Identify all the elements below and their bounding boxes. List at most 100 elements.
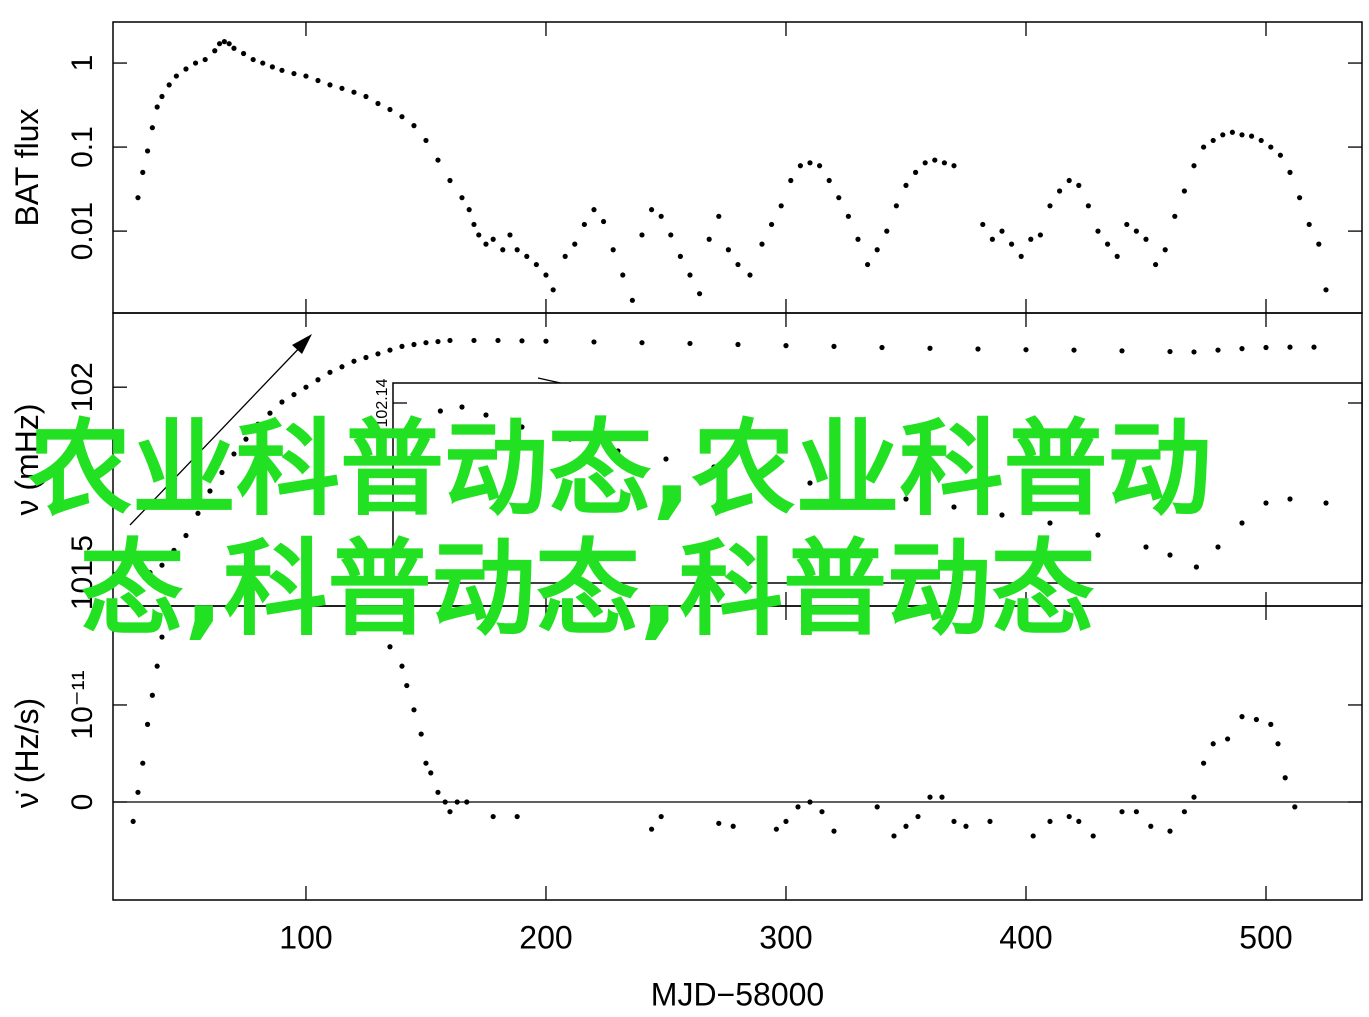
point	[620, 272, 626, 278]
overlay-text: 态,科普动态,科普动态	[80, 528, 1095, 650]
point	[375, 100, 381, 107]
point	[1133, 809, 1139, 815]
y-tick-label: 0.01	[66, 202, 99, 260]
point	[932, 157, 938, 163]
point	[1220, 132, 1226, 138]
point	[315, 377, 321, 383]
point	[459, 404, 465, 410]
point	[615, 448, 621, 454]
point	[135, 789, 141, 795]
point	[231, 45, 237, 51]
point	[524, 253, 530, 259]
y-tick-label: 101.5	[66, 535, 99, 610]
point	[1071, 347, 1077, 353]
point	[154, 663, 160, 669]
point	[1229, 129, 1235, 135]
point	[1095, 532, 1101, 538]
point	[951, 163, 957, 169]
point	[1258, 137, 1264, 144]
point	[514, 813, 520, 820]
point	[240, 50, 247, 57]
point	[375, 351, 381, 357]
point	[1047, 203, 1053, 209]
point	[351, 358, 357, 364]
point	[951, 504, 957, 510]
point	[1047, 520, 1053, 526]
point	[459, 195, 465, 201]
point	[819, 809, 825, 815]
point	[1268, 144, 1274, 150]
point	[874, 804, 880, 810]
point	[591, 207, 597, 213]
point	[893, 203, 899, 209]
point	[1047, 818, 1053, 825]
point	[216, 41, 223, 47]
point	[269, 64, 275, 70]
point	[387, 347, 393, 353]
point	[816, 163, 823, 169]
point	[464, 799, 470, 805]
point	[807, 799, 813, 805]
point	[490, 813, 496, 820]
point	[1143, 544, 1149, 550]
point	[339, 85, 345, 91]
point	[140, 760, 146, 766]
point	[550, 287, 556, 293]
point	[1037, 232, 1043, 238]
point	[1023, 347, 1029, 353]
point	[768, 221, 775, 228]
point	[514, 247, 520, 253]
point	[166, 82, 172, 88]
point	[783, 343, 789, 349]
frame	[112, 21, 1363, 314]
y-axis-label: ν (mHz)	[9, 404, 45, 516]
point	[490, 236, 496, 242]
point	[1191, 163, 1197, 169]
y-tick-label: 0	[66, 794, 99, 811]
point	[144, 148, 151, 154]
point	[725, 247, 731, 253]
point	[519, 424, 525, 430]
point	[831, 343, 837, 349]
point	[915, 813, 921, 820]
point	[437, 408, 443, 414]
point	[783, 818, 789, 825]
point	[226, 41, 232, 47]
point	[1193, 564, 1199, 570]
overlay-text: 农业科普动态,农业科普动	[28, 408, 1212, 530]
point	[1287, 169, 1293, 175]
point	[1056, 188, 1063, 194]
point	[1282, 775, 1288, 781]
point	[648, 826, 655, 832]
points	[437, 404, 1329, 570]
point	[1104, 241, 1111, 247]
point	[1306, 221, 1312, 228]
point	[399, 343, 405, 349]
point	[788, 177, 794, 184]
point	[1239, 132, 1245, 138]
point	[927, 345, 933, 351]
point	[212, 48, 218, 54]
point	[1148, 823, 1154, 829]
point	[207, 488, 213, 494]
point	[1028, 236, 1034, 242]
point	[795, 804, 801, 810]
point	[447, 337, 453, 344]
point	[980, 221, 986, 228]
point	[171, 547, 177, 553]
point	[411, 707, 417, 713]
point	[375, 624, 381, 630]
point	[1253, 716, 1259, 723]
point	[677, 253, 683, 259]
point	[399, 663, 405, 669]
point	[543, 272, 549, 278]
point	[1167, 828, 1173, 834]
point	[1296, 195, 1303, 201]
points	[147, 337, 1317, 576]
point	[696, 291, 703, 297]
point	[1162, 247, 1168, 253]
point	[773, 826, 779, 832]
point	[135, 195, 141, 201]
point	[1090, 833, 1096, 839]
point	[173, 73, 179, 79]
